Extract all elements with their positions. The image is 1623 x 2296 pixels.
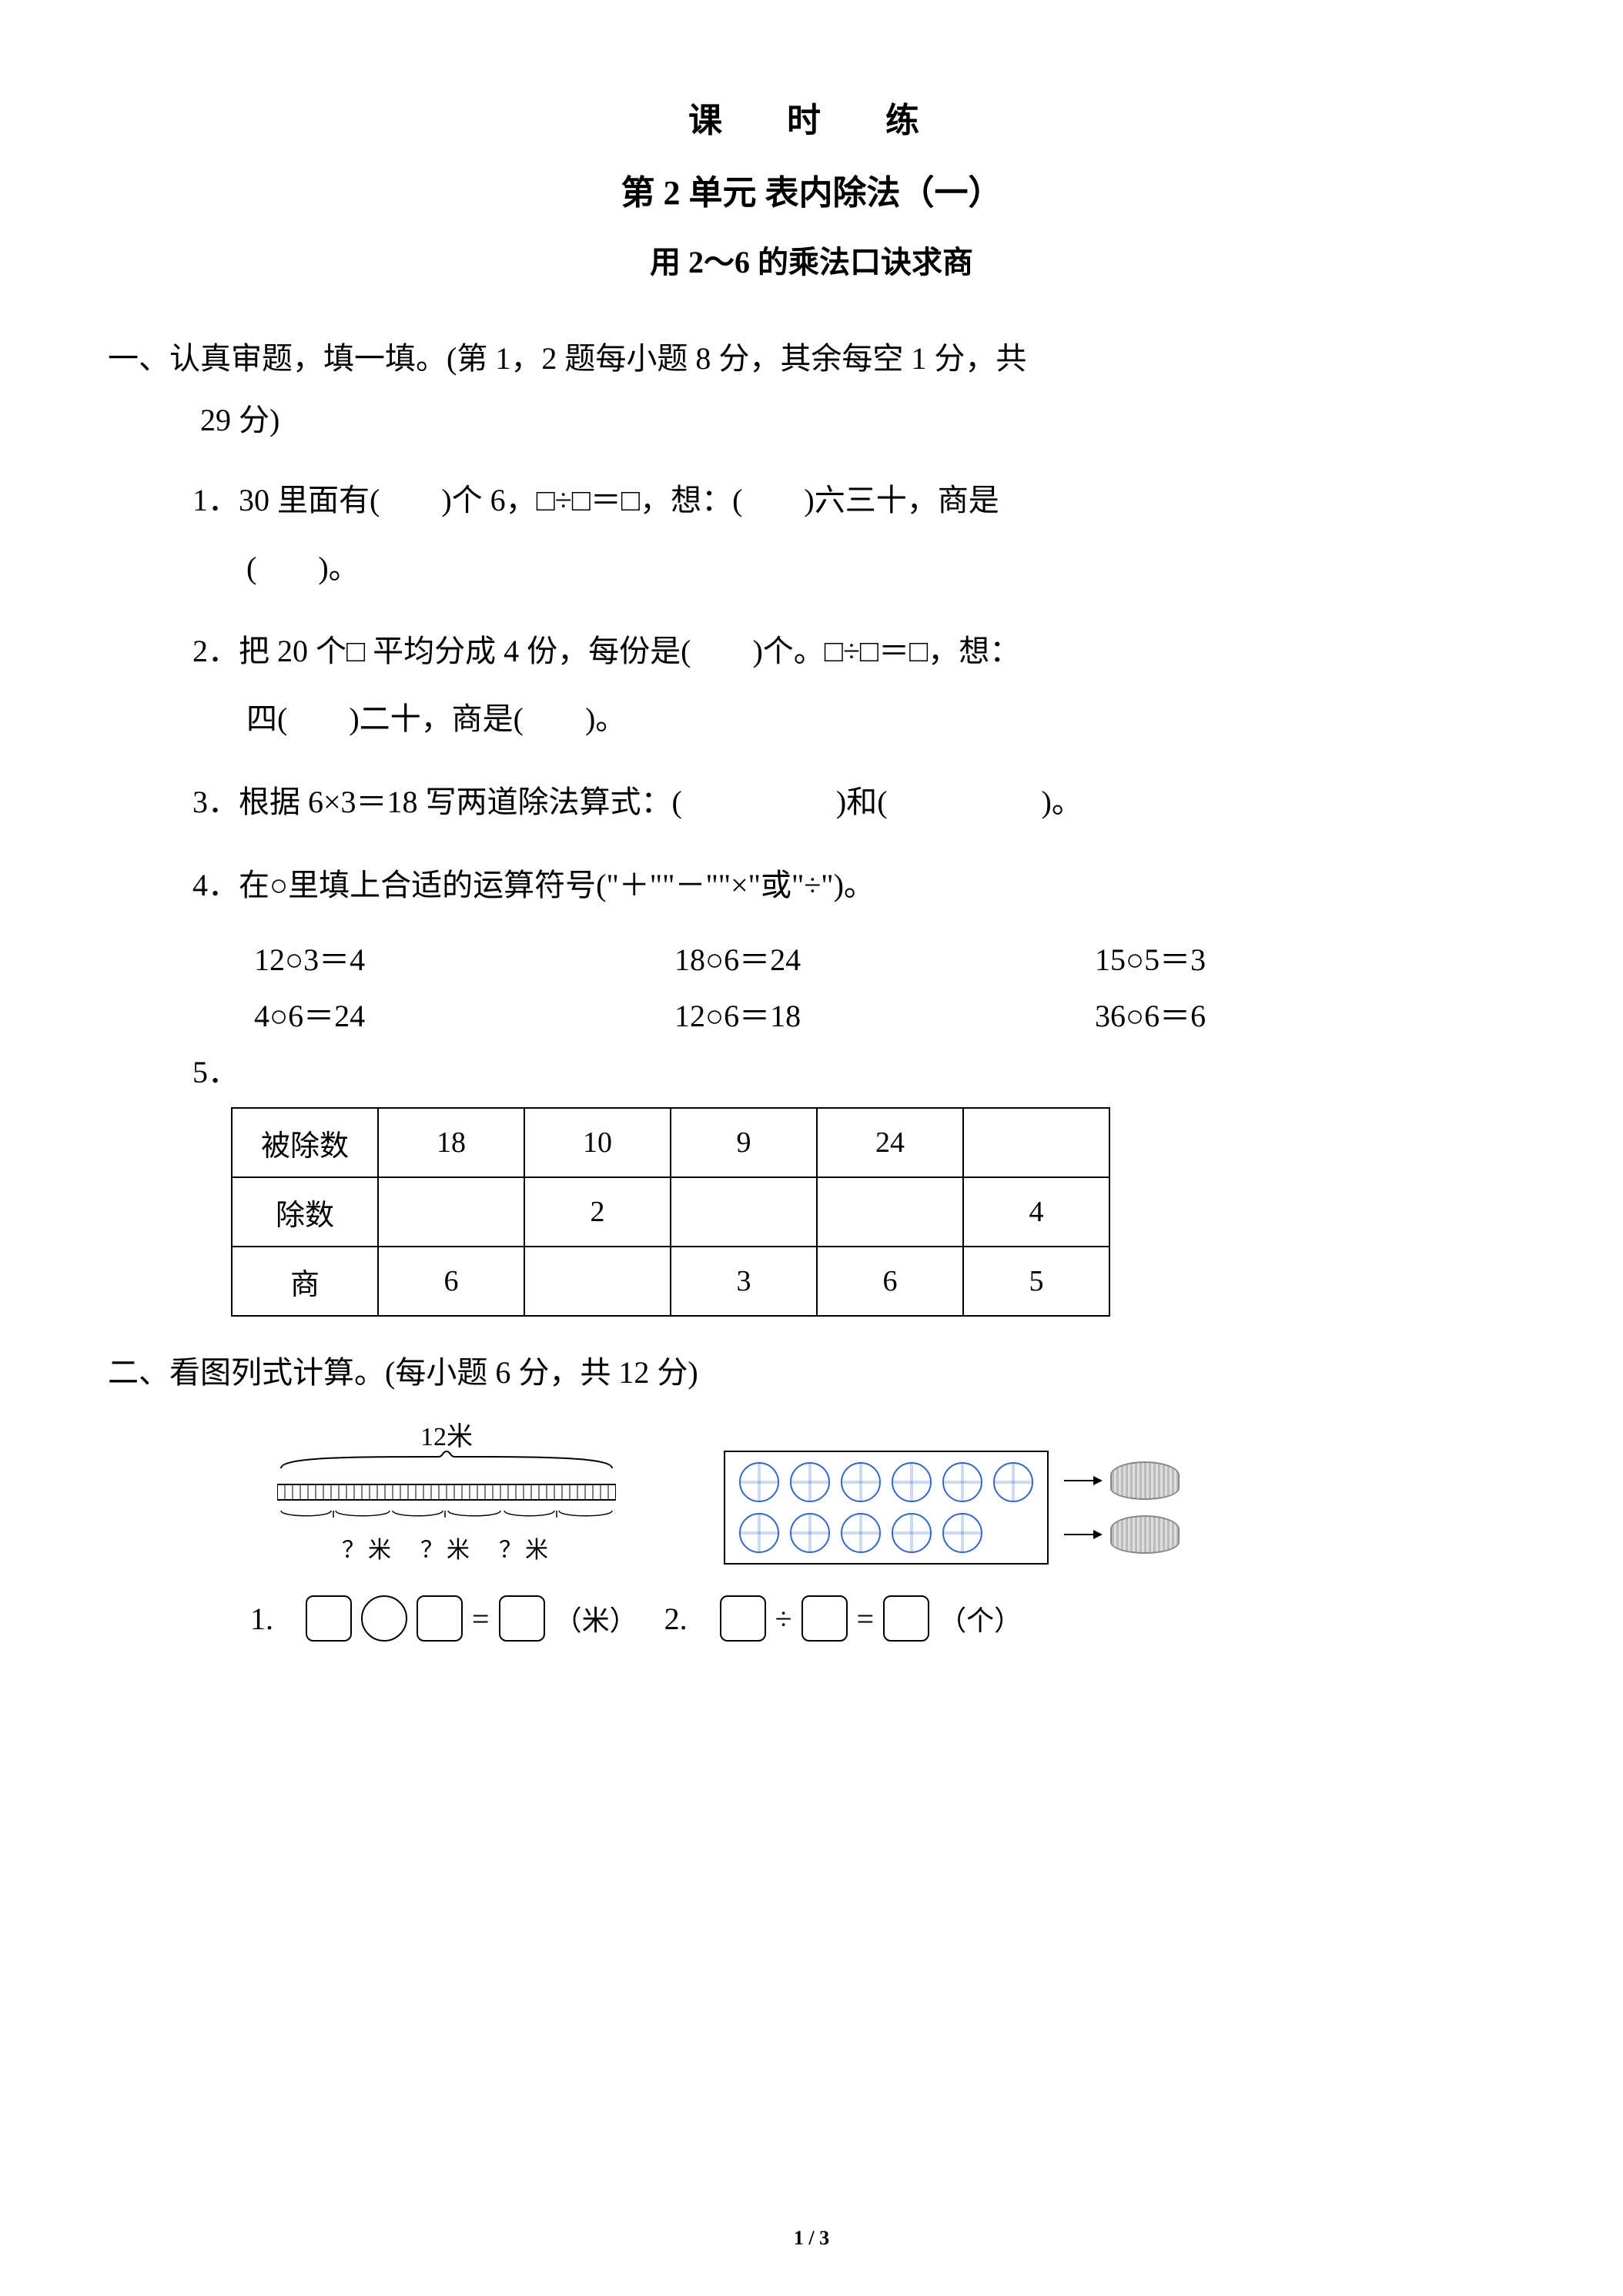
answer-blank-box xyxy=(417,1595,463,1642)
table-cell: 24 xyxy=(817,1108,963,1177)
section-1-header: 一、认真审题，填一填。(第 1，2 题每小题 8 分，其余每空 1 分，共 29… xyxy=(108,328,1515,451)
basket-row xyxy=(1064,1461,1180,1500)
table-cell: 18 xyxy=(378,1108,524,1177)
answer-1-num: 1. xyxy=(250,1601,273,1637)
question-1-text: 1．30 里面有( )个 6，□÷□＝□，想：( )六三十，商是 xyxy=(192,483,999,517)
table-header-cell: 商 xyxy=(232,1247,378,1316)
table-row: 除数 2 4 xyxy=(232,1177,1109,1247)
section-1-score: 29 分) xyxy=(200,390,1515,451)
answer-operator-circle xyxy=(361,1595,407,1642)
question-3: 3．根据 6×3＝18 写两道除法算式：( )和( )。 xyxy=(192,768,1515,836)
brace-label: 12米 xyxy=(262,1415,631,1453)
ball-icon xyxy=(841,1462,881,1502)
answer-1-unit: （米） xyxy=(554,1598,637,1638)
division-table: 被除数 18 10 9 24 除数 2 4 商 6 3 6 5 xyxy=(231,1107,1110,1317)
page-title-1: 课 时 练 xyxy=(108,92,1515,142)
ball-icon xyxy=(993,1462,1033,1502)
section-1-title: 一、认真审题，填一填。(第 1，2 题每小题 8 分，其余每空 1 分，共 xyxy=(108,341,1026,376)
brace-icon xyxy=(277,1449,616,1472)
ball-icon xyxy=(942,1462,982,1502)
ball-icon xyxy=(790,1513,830,1553)
page-title-2: 第 2 单元 表内除法（一） xyxy=(108,165,1515,214)
equals-sign: = xyxy=(857,1601,875,1637)
table-header-cell: 被除数 xyxy=(232,1108,378,1177)
ruler-icon xyxy=(277,1480,616,1504)
answer-1: 1. = （米） xyxy=(246,1595,637,1642)
arrow-right-icon xyxy=(1064,1473,1103,1488)
eq-2-2: 12○6＝18 xyxy=(674,991,1095,1036)
table-cell: 6 xyxy=(817,1247,963,1316)
ball-icon xyxy=(790,1462,830,1502)
section-2-header: 二、看图列式计算。(每小题 6 分，共 12 分) xyxy=(108,1347,1515,1392)
ball-icon xyxy=(942,1513,982,1553)
table-cell: 3 xyxy=(671,1247,817,1316)
question-3-text: 3．根据 6×3＝18 写两道除法算式：( )和( )。 xyxy=(192,785,1083,819)
table-row: 商 6 3 6 5 xyxy=(232,1247,1109,1316)
table-cell xyxy=(524,1247,671,1316)
figure-1: 12米 ？米 ？米 ？米 xyxy=(262,1415,631,1565)
eq-1-1: 12○3＝4 xyxy=(254,935,674,979)
table-row: 被除数 18 10 9 24 xyxy=(232,1108,1109,1177)
answer-blank-box xyxy=(499,1595,545,1642)
table-cell xyxy=(671,1177,817,1247)
section-brackets-icon xyxy=(277,1508,616,1521)
answer-blank-box xyxy=(883,1595,929,1642)
equals-sign: = xyxy=(472,1601,490,1637)
question-4-text: 4．在○里填上合适的运算符号("＋""－""×"或"÷")。 xyxy=(192,868,875,902)
answer-2-unit: （个） xyxy=(939,1598,1022,1638)
eq-2-3: 36○6＝6 xyxy=(1095,991,1515,1036)
table-cell: 9 xyxy=(671,1108,817,1177)
basket-icon xyxy=(1110,1461,1180,1500)
figures-row: 12米 ？米 ？米 ？米 xyxy=(262,1415,1515,1565)
page-number: 1 / 3 xyxy=(0,2227,1623,2250)
eq-1-3: 15○5＝3 xyxy=(1095,935,1515,979)
table-cell: 2 xyxy=(524,1177,671,1247)
balls-box xyxy=(724,1451,1049,1565)
basket-row xyxy=(1064,1515,1180,1554)
table-cell: 4 xyxy=(963,1177,1109,1247)
table-cell xyxy=(817,1177,963,1247)
baskets-column xyxy=(1064,1461,1180,1554)
answer-2-num: 2. xyxy=(664,1601,688,1637)
answer-row: 1. = （米） 2. ÷ = （个） xyxy=(246,1595,1515,1642)
question-1b-text: ( )。 xyxy=(300,534,1515,602)
table-cell: 10 xyxy=(524,1108,671,1177)
table-cell xyxy=(963,1108,1109,1177)
ball-icon xyxy=(892,1513,932,1553)
eq-2-1: 4○6＝24 xyxy=(254,991,674,1036)
question-5: 5． xyxy=(192,1047,1515,1092)
table-cell: 6 xyxy=(378,1247,524,1316)
question-4: 4．在○里填上合适的运算符号("＋""－""×"或"÷")。 xyxy=(192,852,1515,919)
divide-sign: ÷ xyxy=(775,1601,792,1637)
ball-icon xyxy=(739,1462,779,1502)
table-header-cell: 除数 xyxy=(232,1177,378,1247)
equation-row-2: 4○6＝24 12○6＝18 36○6＝6 xyxy=(254,991,1515,1036)
ball-icon xyxy=(841,1513,881,1553)
answer-blank-box xyxy=(801,1595,848,1642)
table-cell: 5 xyxy=(963,1247,1109,1316)
answer-blank-box xyxy=(720,1595,766,1642)
basket-icon xyxy=(1110,1515,1180,1554)
unknown-labels: ？米 ？米 ？米 xyxy=(262,1531,631,1565)
table-cell xyxy=(378,1177,524,1247)
question-2: 2．把 20 个□ 平均分成 4 份，每份是( )个。□÷□＝□，想： 四( )… xyxy=(192,618,1515,753)
ball-icon xyxy=(739,1513,779,1553)
answer-2: 2. ÷ = （个） xyxy=(661,1595,1022,1642)
answer-blank-box xyxy=(306,1595,352,1642)
page-title-3: 用 2～6 的乘法口诀求商 xyxy=(108,237,1515,282)
question-2-text: 2．把 20 个□ 平均分成 4 份，每份是( )个。□÷□＝□，想： xyxy=(192,634,1020,668)
ball-icon xyxy=(892,1462,932,1502)
arrow-right-icon xyxy=(1064,1527,1103,1542)
figure-2 xyxy=(724,1451,1180,1565)
eq-1-2: 18○6＝24 xyxy=(674,935,1095,979)
question-1: 1．30 里面有( )个 6，□÷□＝□，想：( )六三十，商是 ( )。 xyxy=(192,467,1515,602)
question-2b-text: 四( )二十，商是( )。 xyxy=(300,685,1515,753)
equation-row-1: 12○3＝4 18○6＝24 15○5＝3 xyxy=(254,935,1515,979)
